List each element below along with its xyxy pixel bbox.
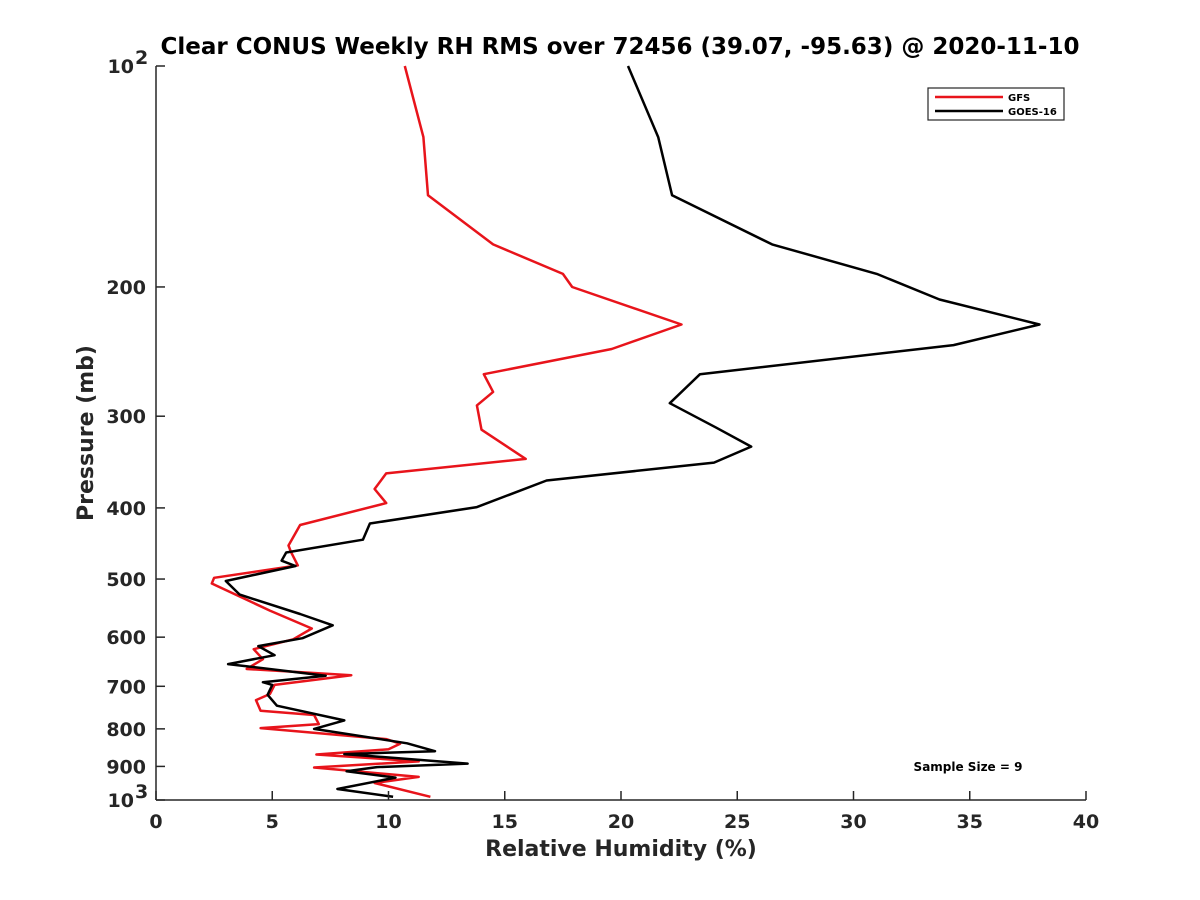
x-axis-label: Relative Humidity (%) (485, 837, 757, 862)
y-tick-label: 800 (106, 719, 146, 741)
y-tick-label: 10 (108, 790, 134, 812)
series-line-goes-16 (224, 65, 1041, 799)
y-tick-exponent: 2 (135, 47, 148, 69)
x-tick-label: 0 (149, 811, 162, 833)
x-tick-label: 40 (1073, 811, 1099, 833)
legend: GFS GOES-16 (927, 87, 1065, 121)
y-tick-label: 600 (106, 627, 146, 649)
y-tick-label: 700 (106, 676, 146, 698)
plot-lines (210, 65, 1041, 799)
series-line-gfs (210, 65, 683, 799)
x-tick-label: 20 (608, 811, 634, 833)
legend-box (927, 87, 1065, 121)
x-tick-label: 35 (957, 811, 983, 833)
y-tick-label: 900 (106, 756, 146, 778)
x-ticks: 0 5 10 15 20 25 30 35 40 (149, 791, 1099, 833)
legend-label-gfs: GFS (1008, 93, 1030, 104)
chart-title: Clear CONUS Weekly RH RMS over 72456 (39… (161, 34, 1080, 60)
y-tick-label: 300 (106, 406, 146, 428)
y-tick-exponent: 3 (135, 781, 148, 803)
y-tick-label: 500 (106, 569, 146, 591)
sample-size-annotation: Sample Size = 9 (914, 760, 1023, 774)
y-tick-label: 400 (106, 498, 146, 520)
x-tick-label: 10 (375, 811, 401, 833)
y-axis-label: Pressure (mb) (74, 345, 99, 521)
y-tick-label: 200 (106, 277, 146, 299)
y-tick-label: 10 (108, 56, 134, 78)
x-tick-label: 30 (840, 811, 866, 833)
x-tick-label: 15 (492, 811, 518, 833)
x-tick-label: 25 (724, 811, 750, 833)
legend-label-goes16: GOES-16 (1008, 107, 1057, 118)
x-tick-label: 5 (266, 811, 279, 833)
